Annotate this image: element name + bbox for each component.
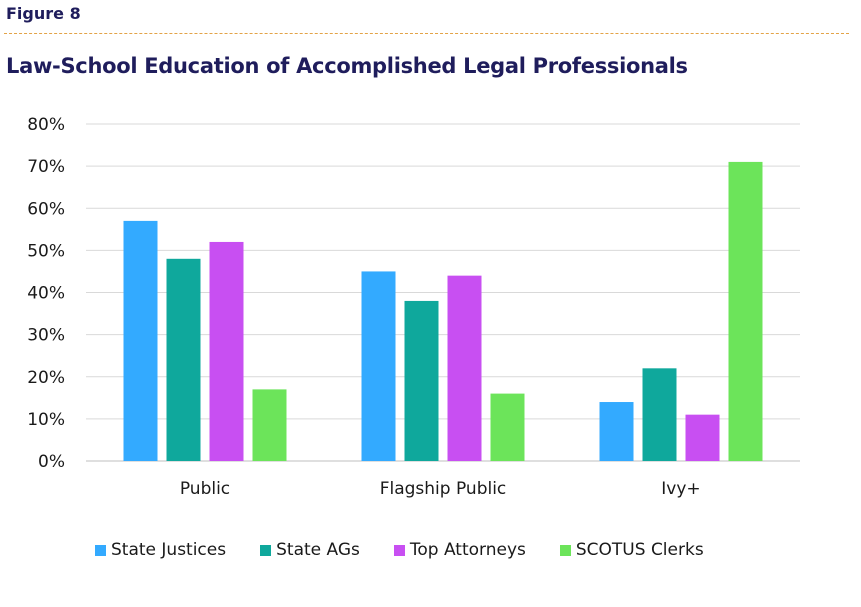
y-tick-label: 50% (27, 241, 65, 261)
x-category-label: Flagship Public (380, 479, 507, 499)
gridlines (86, 123, 800, 462)
y-tick-label: 70% (27, 157, 65, 177)
legend-label: State Justices (111, 540, 227, 560)
y-tick-label: 40% (27, 284, 65, 304)
legend-swatch (260, 544, 272, 556)
x-category-label: Ivy+ (661, 479, 700, 499)
bar-state-justices-flagship-public (361, 271, 396, 461)
y-tick-label: 60% (27, 199, 65, 219)
bar-state-ags-flagship-public (404, 300, 439, 461)
figure-label: Figure 8 (6, 4, 81, 23)
bar-top-attorneys-public (209, 241, 244, 461)
chart-title: Law-School Education of Accomplished Leg… (6, 54, 688, 78)
legend-item: State Justices (95, 540, 226, 560)
legend-label: SCOTUS Clerks (575, 540, 704, 560)
legend-swatch (393, 544, 405, 556)
legend-label: Top Attorneys (409, 540, 526, 560)
legend-item: SCOTUS Clerks (559, 540, 704, 560)
y-tick-label: 10% (27, 410, 65, 430)
legend-swatch (95, 544, 106, 556)
legend-label: State AGs (276, 540, 360, 560)
bar-state-ags-public (166, 258, 201, 461)
bar-state-ags-ivy (642, 368, 677, 461)
x-category-label: Public (180, 479, 230, 499)
bar-top-attorneys-ivy (685, 414, 720, 461)
bar-scotus-clerks-public (252, 389, 287, 461)
y-tick-label: 30% (27, 326, 65, 346)
bar-scotus-clerks-flagship-public (490, 393, 525, 461)
header-divider (4, 33, 849, 34)
bar-chart: 0% 10% 20% 30% 40% 50% 60% 70% 80% Public Flagshi… (27, 115, 800, 499)
bars (123, 161, 763, 461)
bar-state-justices-public (123, 220, 158, 461)
bar-top-attorneys-flagship-public (447, 275, 482, 461)
legend-swatch (559, 544, 571, 556)
y-axis-tick-labels: 0% 10% 20% 30% 40% 50% 60% 70% 80% (27, 115, 65, 472)
y-tick-label: 80% (27, 115, 65, 135)
legend-item: State AGs (260, 540, 360, 560)
y-tick-label: 0% (38, 452, 65, 472)
y-tick-label: 20% (27, 368, 65, 388)
chart-legend: State Justices State AGs Top Attorneys SCOT… (0, 540, 861, 560)
legend-item: Top Attorneys (393, 540, 526, 560)
bar-state-justices-ivy (599, 402, 634, 461)
x-axis-category-labels: Public Flagship Public Ivy+ (180, 479, 701, 499)
bar-scotus-clerks-ivy (728, 161, 763, 461)
